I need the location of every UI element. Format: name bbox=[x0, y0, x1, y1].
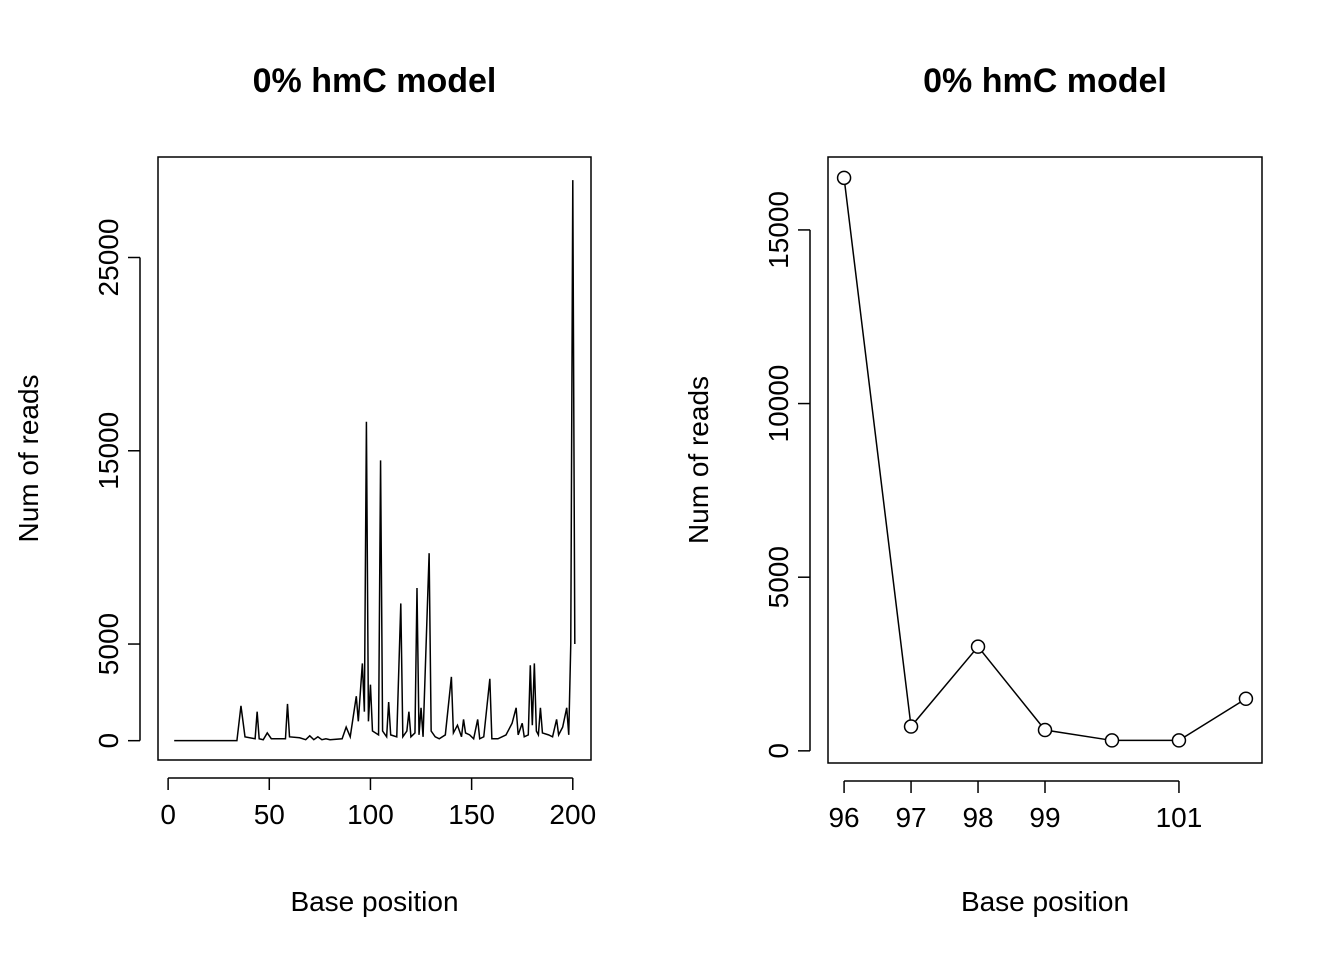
x-tick-label: 98 bbox=[962, 802, 993, 833]
y-axis-label: Num of reads bbox=[683, 376, 714, 544]
y-tick-label: 0 bbox=[93, 733, 124, 749]
y-tick-label: 25000 bbox=[93, 219, 124, 297]
plot-frame bbox=[157, 156, 592, 761]
y-tick-label: 15000 bbox=[93, 412, 124, 490]
data-point bbox=[836, 170, 852, 186]
x-tick-label: 200 bbox=[549, 799, 596, 830]
data-point bbox=[1171, 733, 1187, 748]
y-axis-label: Num of reads bbox=[13, 374, 44, 542]
x-tick-label: 96 bbox=[828, 802, 859, 833]
y-tick-label: 0 bbox=[763, 743, 794, 759]
data-point bbox=[1037, 722, 1053, 738]
x-axis-label: Base position bbox=[290, 886, 458, 917]
y-tick-label: 5000 bbox=[93, 613, 124, 675]
y-tick-label: 5000 bbox=[763, 546, 794, 608]
x-tick-label: 150 bbox=[448, 799, 495, 830]
data-point bbox=[1238, 691, 1254, 707]
data-line bbox=[174, 180, 576, 742]
chart-title: 0% hmC model bbox=[253, 62, 497, 100]
x-tick-label: 97 bbox=[895, 802, 926, 833]
x-tick-label: 0 bbox=[160, 799, 176, 830]
x-tick-label: 50 bbox=[254, 799, 285, 830]
y-tick-label: 10000 bbox=[763, 365, 794, 443]
chart-title: 0% hmC model bbox=[923, 62, 1167, 100]
x-axis-label: Base position bbox=[961, 886, 1129, 917]
plot-frame bbox=[827, 156, 1263, 764]
data-point bbox=[970, 639, 986, 654]
panel: 0% hmC model Base position Num of reads 0 50… bbox=[13, 62, 596, 917]
data-point bbox=[903, 719, 919, 734]
x-tick-label: 99 bbox=[1029, 802, 1060, 833]
data-point bbox=[1104, 733, 1120, 748]
data-line bbox=[843, 177, 1247, 742]
x-tick-label: 100 bbox=[347, 799, 394, 830]
y-tick-label: 15000 bbox=[763, 191, 794, 269]
panel: 0% hmC model Base position Num of reads 96 9… bbox=[683, 62, 1263, 917]
x-tick-label: 101 bbox=[1156, 802, 1203, 833]
